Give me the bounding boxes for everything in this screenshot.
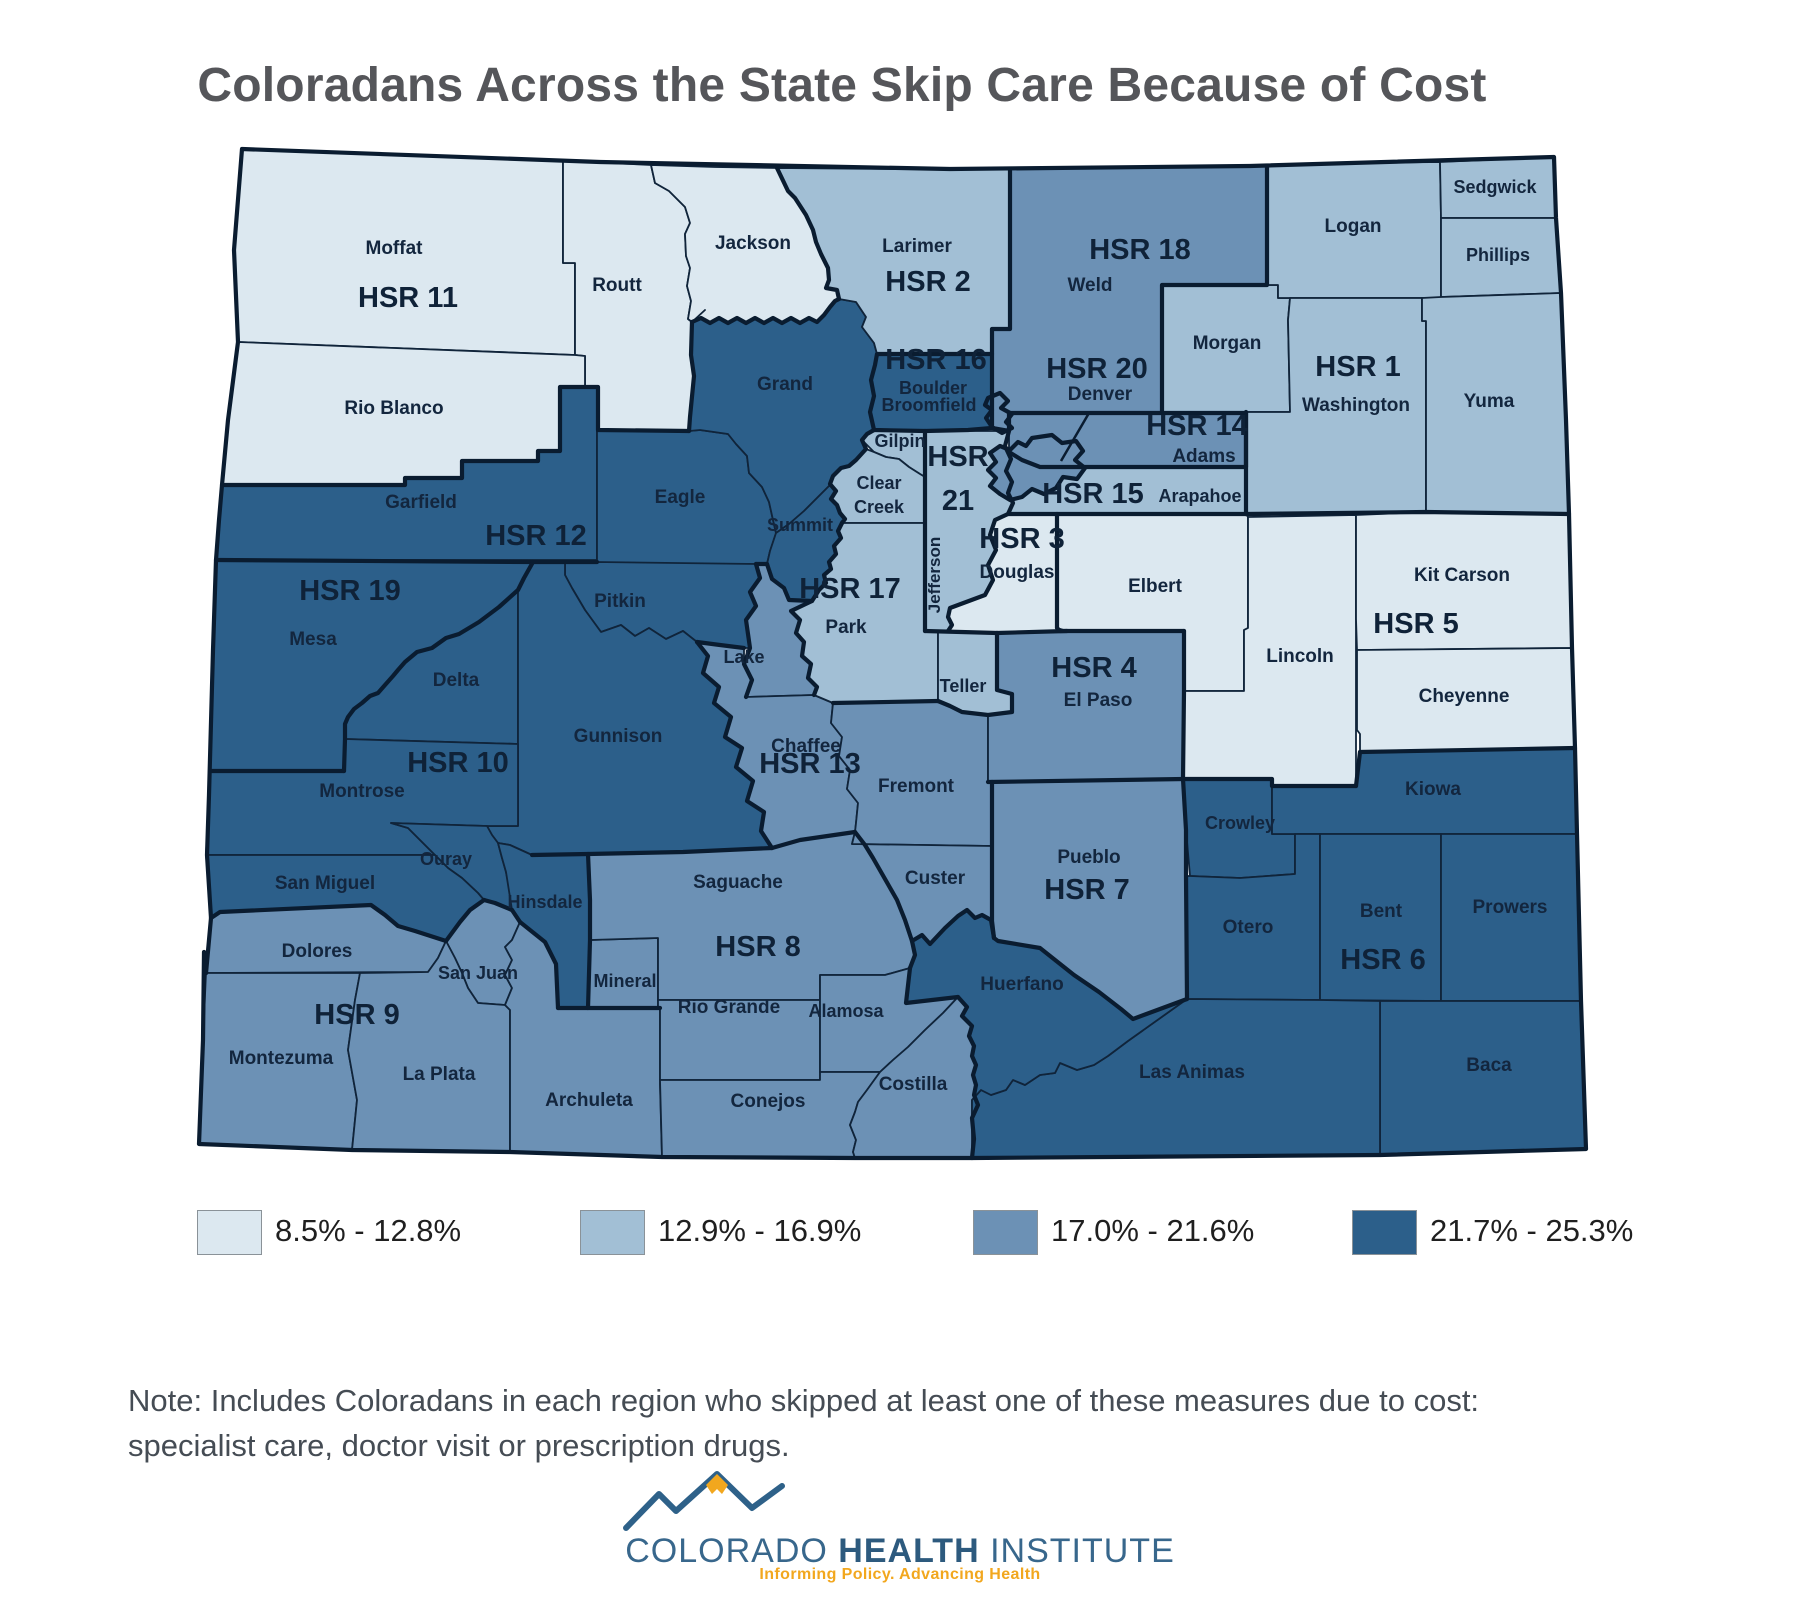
svg-text:HSR 19: HSR 19 <box>299 575 401 607</box>
svg-text:Lincoln: Lincoln <box>1266 646 1334 667</box>
svg-text:Boulder: Boulder <box>899 378 967 398</box>
svg-text:Cheyenne: Cheyenne <box>1419 686 1510 707</box>
svg-text:Grand: Grand <box>757 374 813 395</box>
svg-text:El Paso: El Paso <box>1064 690 1133 711</box>
svg-text:Sedgwick: Sedgwick <box>1453 177 1537 197</box>
svg-text:Pitkin: Pitkin <box>594 591 646 612</box>
svg-text:Bent: Bent <box>1360 901 1403 922</box>
svg-text:Weld: Weld <box>1067 275 1112 296</box>
svg-text:Kiowa: Kiowa <box>1405 779 1461 800</box>
svg-text:Washington: Washington <box>1302 395 1410 416</box>
svg-text:Alamosa: Alamosa <box>808 1001 884 1021</box>
svg-text:Custer: Custer <box>905 868 966 889</box>
svg-text:Prowers: Prowers <box>1473 897 1548 918</box>
svg-text:Crowley: Crowley <box>1205 813 1275 833</box>
svg-text:Las Animas: Las Animas <box>1139 1062 1245 1083</box>
svg-text:Delta: Delta <box>433 670 480 691</box>
svg-text:Denver: Denver <box>1068 384 1133 405</box>
svg-text:Jefferson: Jefferson <box>925 537 944 614</box>
svg-text:Adams: Adams <box>1172 446 1235 467</box>
svg-text:HSR 17: HSR 17 <box>799 573 901 605</box>
svg-text:Broomfield: Broomfield <box>881 395 976 415</box>
svg-text:Gunnison: Gunnison <box>574 726 663 747</box>
svg-text:Archuleta: Archuleta <box>545 1090 633 1111</box>
svg-text:HSR 16: HSR 16 <box>885 344 987 376</box>
svg-text:Pueblo: Pueblo <box>1057 847 1120 868</box>
svg-text:Gilpin: Gilpin <box>875 431 926 451</box>
svg-text:Arapahoe: Arapahoe <box>1158 486 1241 506</box>
svg-text:Conejos: Conejos <box>731 1091 806 1112</box>
svg-text:Moffat: Moffat <box>366 238 424 259</box>
svg-text:Mesa: Mesa <box>289 629 337 650</box>
svg-text:HSR 6: HSR 6 <box>1340 944 1425 976</box>
svg-text:HSR 2: HSR 2 <box>885 266 970 298</box>
svg-text:HSR 3: HSR 3 <box>979 523 1064 555</box>
svg-text:Chaffee: Chaffee <box>771 736 841 757</box>
svg-text:HSR 14: HSR 14 <box>1146 410 1248 442</box>
svg-text:Logan: Logan <box>1325 216 1382 237</box>
svg-text:HSR 4: HSR 4 <box>1051 652 1136 684</box>
svg-text:Otero: Otero <box>1223 917 1274 938</box>
svg-text:HSR 12: HSR 12 <box>485 520 587 552</box>
svg-text:Rio Grande: Rio Grande <box>678 997 780 1018</box>
svg-text:Morgan: Morgan <box>1193 333 1262 354</box>
svg-text:HSR 18: HSR 18 <box>1089 234 1191 266</box>
svg-text:HSR 7: HSR 7 <box>1044 874 1129 906</box>
svg-text:Dolores: Dolores <box>282 941 353 962</box>
svg-text:HSR 15: HSR 15 <box>1042 478 1144 510</box>
svg-text:Ouray: Ouray <box>420 849 472 869</box>
svg-text:HSR 1: HSR 1 <box>1315 351 1400 383</box>
svg-text:Douglas: Douglas <box>980 562 1055 583</box>
svg-text:HSR 9: HSR 9 <box>314 999 399 1031</box>
svg-text:21: 21 <box>942 485 974 517</box>
svg-text:San Juan: San Juan <box>438 963 518 983</box>
svg-text:HSR 11: HSR 11 <box>358 282 458 314</box>
svg-text:Larimer: Larimer <box>882 236 952 257</box>
svg-text:Elbert: Elbert <box>1128 576 1183 597</box>
svg-text:Rio Blanco: Rio Blanco <box>344 398 443 419</box>
svg-text:Costilla: Costilla <box>879 1074 948 1095</box>
svg-text:HSR 5: HSR 5 <box>1373 608 1458 640</box>
svg-text:Huerfano: Huerfano <box>980 974 1063 995</box>
svg-text:Montrose: Montrose <box>319 781 405 802</box>
svg-text:Eagle: Eagle <box>655 487 706 508</box>
svg-text:Yuma: Yuma <box>1464 391 1515 412</box>
svg-text:Fremont: Fremont <box>878 776 955 797</box>
svg-text:Garfield: Garfield <box>385 492 457 513</box>
svg-text:Phillips: Phillips <box>1466 245 1530 265</box>
svg-text:Creek: Creek <box>854 497 905 517</box>
svg-text:Teller: Teller <box>940 676 987 696</box>
svg-text:HSR 8: HSR 8 <box>715 931 800 963</box>
svg-text:Jackson: Jackson <box>715 233 791 254</box>
svg-text:La Plata: La Plata <box>403 1064 476 1085</box>
svg-text:Mineral: Mineral <box>593 971 656 991</box>
svg-text:HSR: HSR <box>927 441 988 473</box>
svg-text:Montezuma: Montezuma <box>229 1048 334 1069</box>
svg-text:San Miguel: San Miguel <box>275 873 375 894</box>
svg-text:Park: Park <box>825 617 867 638</box>
svg-text:HSR 10: HSR 10 <box>407 747 509 779</box>
svg-text:Clear: Clear <box>856 473 901 493</box>
svg-text:HSR 20: HSR 20 <box>1046 353 1148 385</box>
svg-text:Kit Carson: Kit Carson <box>1414 565 1510 586</box>
svg-text:Routt: Routt <box>592 275 642 296</box>
svg-text:Saguache: Saguache <box>693 872 783 893</box>
svg-text:Hinsdale: Hinsdale <box>507 892 582 912</box>
svg-text:Lake: Lake <box>723 647 764 667</box>
svg-text:HSR 13: HSR 13 <box>759 748 861 780</box>
svg-text:Summit: Summit <box>767 515 833 535</box>
svg-text:Baca: Baca <box>1466 1055 1512 1076</box>
